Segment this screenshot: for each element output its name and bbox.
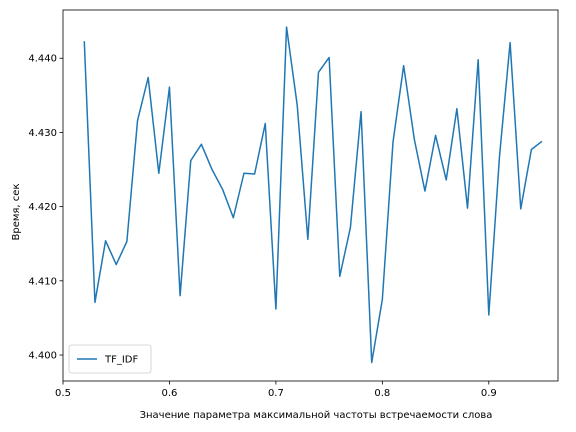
series-line-1 [83, 26, 543, 364]
x-tick-label: 0.5 [55, 388, 71, 399]
y-tick-label: 4.420 [28, 202, 57, 213]
legend-box [68, 344, 152, 374]
axis-ticks: 0.5 0.6 0.7 0.8 0.9 4.400 4.410 4.420 4.430 4.440 [28, 54, 496, 399]
legend: TF_IDF [68, 344, 152, 374]
y-tick-label: 4.440 [28, 54, 57, 65]
y-tick-label: 4.430 [28, 128, 57, 139]
plot-area [83, 26, 543, 364]
x-tick-label: 0.9 [481, 388, 497, 399]
y-tick-label: 4.410 [28, 276, 57, 287]
x-tick-label: 0.6 [161, 388, 177, 399]
y-axis-label: Время, сек [11, 184, 22, 241]
y-tick-label: 4.400 [28, 351, 57, 362]
plot-frame [62, 9, 559, 382]
x-tick-label: 0.8 [374, 388, 390, 399]
x-tick-label: 0.7 [268, 388, 284, 399]
legend-entry-label: TF_IDF [104, 355, 139, 366]
x-axis-label: Значение параметра максимальной частоты … [140, 410, 493, 421]
